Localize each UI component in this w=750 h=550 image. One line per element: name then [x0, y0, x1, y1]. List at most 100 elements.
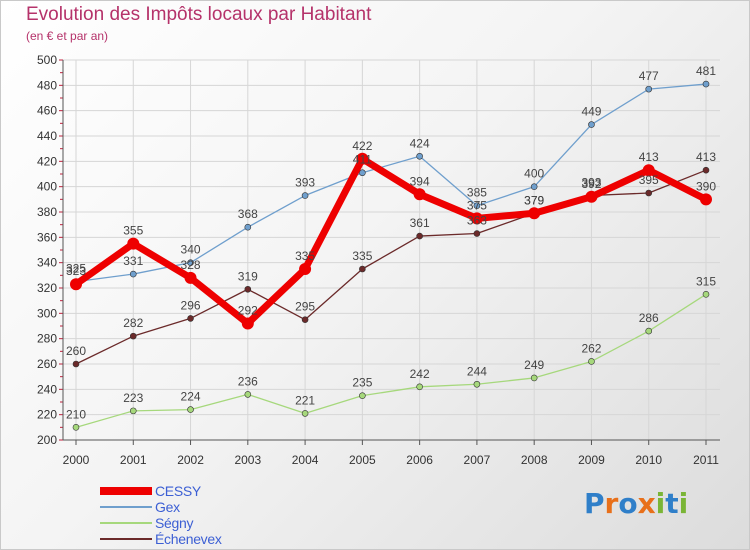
x-tick-label: 2007: [464, 453, 491, 467]
data-label-echenevex: 295: [295, 300, 315, 314]
data-point-cessy: [470, 212, 483, 225]
data-label-cessy: 335: [295, 249, 315, 263]
data-label-gex: 424: [410, 136, 430, 150]
x-tick-label: 2004: [292, 453, 319, 467]
series-line-segny: [75, 293, 707, 428]
data-label-gex: 325: [66, 262, 86, 276]
data-point-segny: [72, 424, 80, 431]
data-point-gex: [416, 152, 423, 160]
data-label-cessy: 375: [467, 198, 487, 212]
data-label-gex: 481: [696, 64, 716, 78]
data-label-echenevex: 379: [524, 193, 544, 207]
logo-letter: i: [655, 487, 666, 520]
data-label-gex: 393: [295, 176, 315, 190]
data-label-segny: 262: [581, 341, 601, 355]
data-label-segny: 286: [639, 311, 659, 325]
data-point-echenevex: [359, 265, 366, 273]
data-point-echenevex: [187, 315, 194, 322]
y-tick-label: 420: [37, 154, 57, 168]
data-label-echenevex: 335: [352, 249, 372, 263]
x-tick-label: 2001: [120, 453, 147, 467]
y-tick-label: 220: [37, 408, 57, 422]
data-point-segny: [244, 391, 252, 398]
y-tick-label: 480: [37, 78, 57, 92]
data-point-cessy: [356, 152, 369, 165]
legend-label-echenevex: Échenevex: [155, 531, 222, 547]
x-tick-label: 2000: [63, 453, 90, 467]
data-point-gex: [187, 259, 194, 266]
data-point-segny: [301, 410, 309, 417]
data-label-segny: 210: [66, 407, 86, 421]
data-point-segny: [129, 407, 137, 415]
data-label-segny: 242: [410, 367, 430, 381]
chart-title: Evolution des Impôts locaux par Habitant: [26, 4, 372, 25]
data-point-segny: [645, 327, 653, 335]
data-label-echenevex: 296: [181, 298, 201, 312]
legend-swatch-gex: [100, 506, 152, 508]
data-point-cessy: [413, 188, 426, 201]
data-label-cessy: 413: [639, 150, 659, 164]
data-label-segny: 235: [352, 376, 372, 390]
data-point-gex: [129, 270, 137, 278]
logo-letter: o: [618, 487, 638, 520]
data-point-cessy: [184, 271, 197, 284]
legend-label-cessy: CESSY: [155, 483, 201, 499]
series-line-gex: [75, 83, 707, 283]
data-label-gex: 477: [639, 69, 659, 83]
logo-letter: i: [678, 487, 689, 520]
x-tick-label: 2005: [349, 453, 376, 467]
data-label-cessy: 390: [696, 179, 716, 193]
data-label-echenevex: 393: [581, 176, 601, 190]
legend-swatch-cessy: [100, 487, 152, 495]
data-point-echenevex: [416, 232, 423, 240]
data-label-cessy: 422: [352, 139, 372, 153]
data-label-cessy: 323: [66, 264, 86, 278]
data-label-gex: 385: [467, 186, 487, 200]
logo-letter: x: [637, 487, 656, 520]
data-point-segny: [416, 383, 423, 391]
y-tick-label: 460: [37, 104, 57, 118]
data-point-cessy: [585, 190, 598, 203]
chart-subtitle: (en € et par an): [26, 29, 109, 43]
logo-letter: r: [604, 487, 619, 520]
data-point-echenevex: [301, 316, 309, 323]
x-tick-label: 2006: [406, 453, 433, 467]
data-label-gex: 340: [181, 243, 201, 257]
y-tick-label: 340: [37, 256, 57, 270]
data-point-echenevex: [473, 230, 481, 237]
data-label-echenevex: 319: [238, 269, 258, 283]
data-label-cessy: 392: [581, 177, 601, 191]
data-point-cessy: [528, 207, 541, 220]
data-point-segny: [530, 374, 538, 382]
data-point-cessy: [127, 237, 140, 250]
data-point-gex: [301, 192, 309, 199]
y-tick-label: 360: [37, 230, 57, 244]
data-label-cessy: 292: [238, 303, 258, 317]
data-label-gex: 411: [353, 153, 372, 167]
data-point-echenevex: [72, 360, 80, 368]
data-label-cessy: 379: [524, 193, 544, 207]
data-point-gex: [473, 202, 481, 209]
y-tick-label: 380: [37, 205, 57, 219]
y-tick-label: 320: [37, 281, 57, 295]
legend-swatch-segny: [100, 522, 152, 524]
data-point-segny: [187, 406, 194, 413]
legend-label-segny: Ségny: [155, 515, 194, 531]
data-label-echenevex: 282: [123, 316, 143, 330]
data-point-gex: [359, 169, 366, 177]
data-label-segny: 244: [467, 364, 487, 378]
data-label-echenevex: 413: [696, 150, 716, 164]
data-point-echenevex: [702, 166, 710, 174]
x-tick-label: 2003: [234, 453, 261, 467]
data-label-gex: 400: [524, 167, 544, 181]
data-label-gex: 368: [238, 207, 258, 221]
data-point-cessy: [700, 193, 712, 206]
logo-letter: P: [584, 487, 605, 520]
data-point-echenevex: [129, 332, 137, 340]
data-point-gex: [530, 183, 538, 190]
data-label-echenevex: 361: [410, 216, 430, 230]
data-label-gex: 331: [123, 254, 143, 268]
series-line-cessy: [72, 155, 710, 327]
data-point-segny: [702, 291, 710, 298]
